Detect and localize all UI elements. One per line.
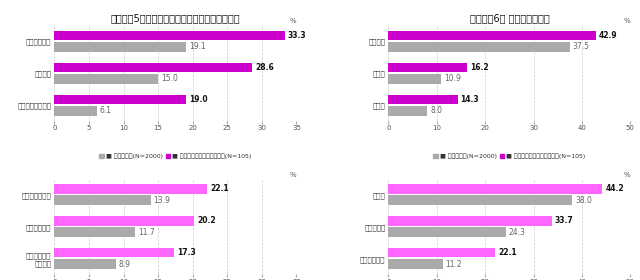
Bar	[388, 31, 596, 40]
Bar	[388, 248, 495, 258]
Text: 44.2: 44.2	[605, 184, 624, 193]
Text: 13.9: 13.9	[154, 196, 170, 205]
Bar	[54, 31, 285, 40]
Text: 16.2: 16.2	[470, 63, 488, 72]
Text: %: %	[290, 172, 296, 178]
Text: 8.0: 8.0	[430, 106, 442, 115]
Text: 22.1: 22.1	[210, 184, 228, 193]
Text: 15.0: 15.0	[161, 74, 178, 83]
Bar	[388, 195, 572, 205]
Bar	[54, 259, 116, 269]
Bar	[388, 259, 443, 269]
Bar	[54, 106, 97, 116]
Text: 37.5: 37.5	[573, 43, 590, 52]
Bar	[388, 95, 458, 104]
Bar	[388, 42, 570, 52]
Title: 【グラフ5】日頃、時間やお金を使っていること: 【グラフ5】日頃、時間やお金を使っていること	[111, 13, 240, 23]
Text: 8.9: 8.9	[119, 260, 131, 269]
Legend: ■ 日本人全体(N=2000), ■ 予算を決めて課金ゲーマー(N=105): ■ 日本人全体(N=2000), ■ 予算を決めて課金ゲーマー(N=105)	[431, 151, 588, 162]
Text: 20.2: 20.2	[197, 216, 216, 225]
Text: %: %	[290, 18, 296, 24]
Bar	[54, 248, 174, 258]
Text: 11.7: 11.7	[138, 228, 155, 237]
Bar	[388, 227, 506, 237]
Bar	[388, 62, 467, 72]
Text: 14.3: 14.3	[461, 95, 479, 104]
Title: 【グラフ6】 憧れるイメージ: 【グラフ6】 憧れるイメージ	[470, 13, 549, 23]
Text: %: %	[624, 172, 630, 178]
Bar	[54, 184, 207, 193]
Bar	[54, 95, 186, 104]
Text: 33.7: 33.7	[554, 216, 573, 225]
Bar	[388, 106, 427, 116]
Bar	[54, 62, 252, 72]
Text: 17.3: 17.3	[177, 248, 196, 257]
Text: %: %	[624, 18, 630, 24]
Text: 42.9: 42.9	[599, 31, 618, 40]
Text: 6.1: 6.1	[99, 106, 111, 115]
Text: 28.6: 28.6	[255, 63, 274, 72]
Text: 11.2: 11.2	[445, 260, 462, 269]
Bar	[54, 216, 194, 225]
Bar	[388, 184, 602, 193]
Legend: ■ 日本人全体(N=2000), ■ 予算を決めて課金ゲーマー(N=105): ■ 日本人全体(N=2000), ■ 予算を決めて課金ゲーマー(N=105)	[97, 151, 254, 162]
Text: 33.3: 33.3	[287, 31, 306, 40]
Bar	[388, 216, 552, 225]
Text: 22.1: 22.1	[499, 248, 517, 257]
Bar	[388, 74, 441, 84]
Bar	[54, 227, 135, 237]
Text: 19.1: 19.1	[189, 43, 206, 52]
Text: 10.9: 10.9	[444, 74, 461, 83]
Bar	[54, 195, 150, 205]
Text: 19.0: 19.0	[189, 95, 207, 104]
Bar	[54, 42, 186, 52]
Bar	[54, 74, 158, 84]
Text: 24.3: 24.3	[509, 228, 526, 237]
Text: 38.0: 38.0	[575, 196, 592, 205]
